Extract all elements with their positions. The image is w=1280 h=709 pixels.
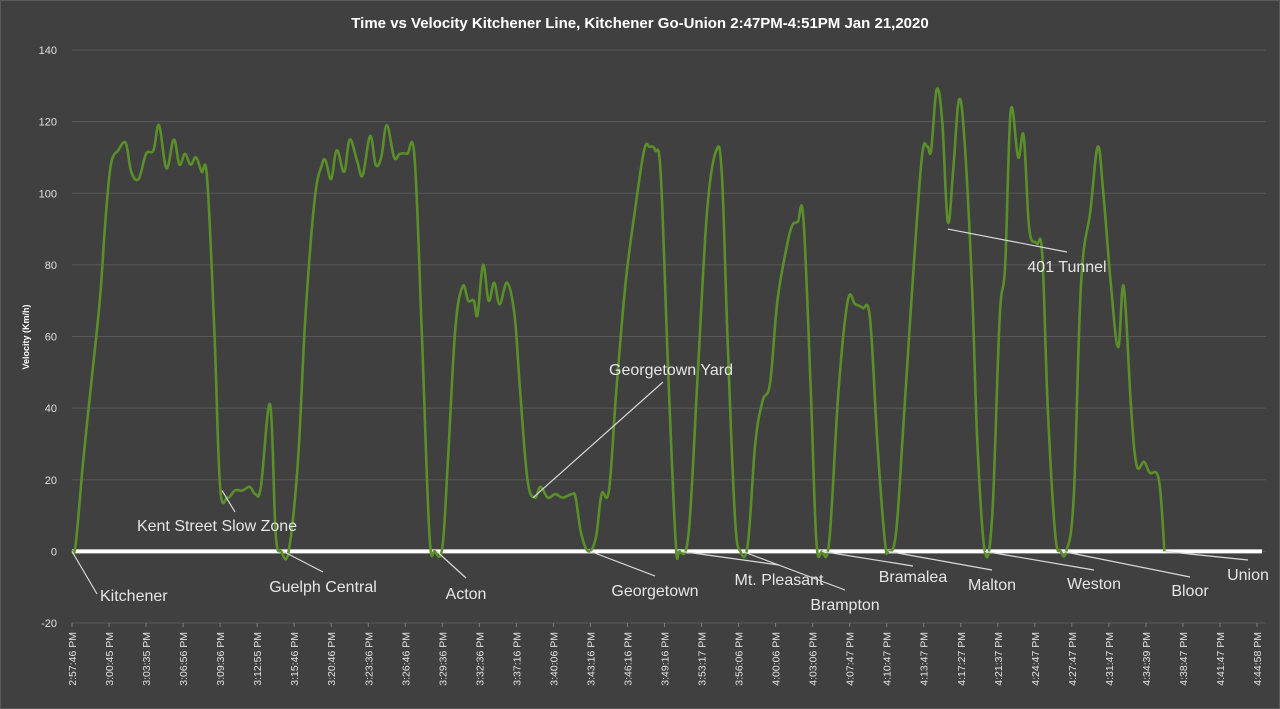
x-tick-label: 3:09:36 PM [215, 632, 227, 686]
x-tick-label: 4:27:47 PM [1067, 632, 1079, 686]
annotation-leader [947, 228, 1068, 253]
x-tick-label: 4:38:47 PM [1178, 632, 1190, 686]
x-tick-label: 3:40:06 PM [548, 632, 560, 686]
x-tick-label: 3:00:45 PM [104, 632, 116, 686]
station-label: Bloor [1171, 583, 1209, 600]
station-label: Acton [446, 586, 487, 603]
x-tick-label: 3:03:35 PM [141, 632, 153, 686]
x-tick-label: 3:53:17 PM [697, 632, 709, 686]
x-tick-label: 3:23:36 PM [363, 632, 375, 686]
annotation-leader [888, 550, 993, 571]
station-label: Weston [1067, 576, 1121, 593]
x-tick-label: 2:57:46 PM [67, 632, 79, 686]
x-tick-label: 3:29:36 PM [437, 632, 449, 686]
annotation-leader [681, 550, 780, 566]
annotation-leader [590, 550, 656, 577]
x-tick-label: 4:44:58 PM [1252, 632, 1264, 686]
x-tick-label: 3:15:46 PM [289, 632, 301, 686]
velocity-series-line [70, 87, 1166, 561]
x-tick-label: 3:32:36 PM [474, 632, 486, 686]
y-tick-label: 140 [39, 45, 57, 57]
x-tick-label: 3:12:55 PM [252, 632, 264, 686]
y-axis-ticks: -20 0 20 40 60 80 100 120 140 [39, 45, 57, 630]
x-tick-label: 3:26:46 PM [400, 632, 412, 686]
station-label: Kitchener [100, 588, 168, 605]
station-label: Union [1227, 567, 1269, 584]
x-tick-label: 4:03:06 PM [808, 632, 820, 686]
annotation-leader [436, 550, 467, 579]
annotation-leader [532, 381, 664, 499]
annotation-leader [742, 550, 846, 591]
station-label: Georgetown Yard [609, 362, 733, 379]
x-tick-label: 3:20:46 PM [326, 632, 338, 686]
x-tick-label: 4:07:47 PM [845, 632, 857, 686]
x-tick-label: 4:34:39 PM [1141, 632, 1153, 686]
station-label: Bramalea [879, 569, 948, 586]
station-annotations: Kitchener Kent Street Slow Zone Guelph Cen… [71, 228, 1269, 614]
y-axis-label: Velocity (Km/h) [21, 304, 31, 369]
annotation-leader [821, 550, 914, 567]
station-label: 401 Tunnel [1027, 259, 1106, 276]
y-tick-label: 20 [45, 475, 57, 487]
y-tick-label: 40 [45, 403, 57, 415]
station-label: Brampton [810, 597, 879, 614]
station-label: Kent Street Slow Zone [137, 518, 297, 535]
y-tick-label: 100 [39, 188, 57, 200]
annotation-leader [221, 490, 236, 513]
x-tick-label: 4:00:06 PM [771, 632, 783, 686]
annotation-leader [282, 550, 324, 573]
y-tick-label: 0 [51, 546, 57, 558]
x-tick-label: 4:10:47 PM [882, 632, 894, 686]
x-tick-label: 4:24:47 PM [1030, 632, 1042, 686]
x-tick-label: 3:43:16 PM [585, 632, 597, 686]
chart-title: Time vs Velocity Kitchener Line, Kitchen… [351, 15, 928, 32]
x-tick-label: 3:56:06 PM [734, 632, 746, 686]
annotation-leader [984, 550, 1095, 571]
station-label: Malton [968, 577, 1016, 594]
station-label: Mt. Pleasant [735, 572, 824, 589]
y-tick-label: 60 [45, 332, 57, 344]
x-axis-ticks: 2:57:46 PM 3:00:45 PM 3:03:35 PM 3:06:56 PM… [67, 623, 1264, 686]
x-tick-label: 4:13:47 PM [919, 632, 931, 686]
station-label: Georgetown [611, 583, 698, 600]
annotation-leader [1164, 550, 1249, 561]
x-tick-label: 4:31:47 PM [1104, 632, 1116, 686]
station-label: Guelph Central [269, 579, 377, 596]
x-tick-label: 3:37:16 PM [511, 632, 523, 686]
annotation-leader [71, 551, 98, 595]
x-tick-label: 4:17:27 PM [956, 632, 968, 686]
annotation-leader [1062, 550, 1191, 578]
x-tick-label: 4:41:47 PM [1215, 632, 1227, 686]
x-tick-label: 3:46:16 PM [622, 632, 634, 686]
x-tick-label: 3:06:56 PM [178, 632, 190, 686]
y-tick-label: 120 [39, 117, 57, 129]
x-tick-label: 3:49:16 PM [660, 632, 672, 686]
x-tick-label: 4:21:37 PM [993, 632, 1005, 686]
y-tick-label: 80 [45, 260, 57, 272]
y-tick-label: -20 [41, 618, 57, 630]
